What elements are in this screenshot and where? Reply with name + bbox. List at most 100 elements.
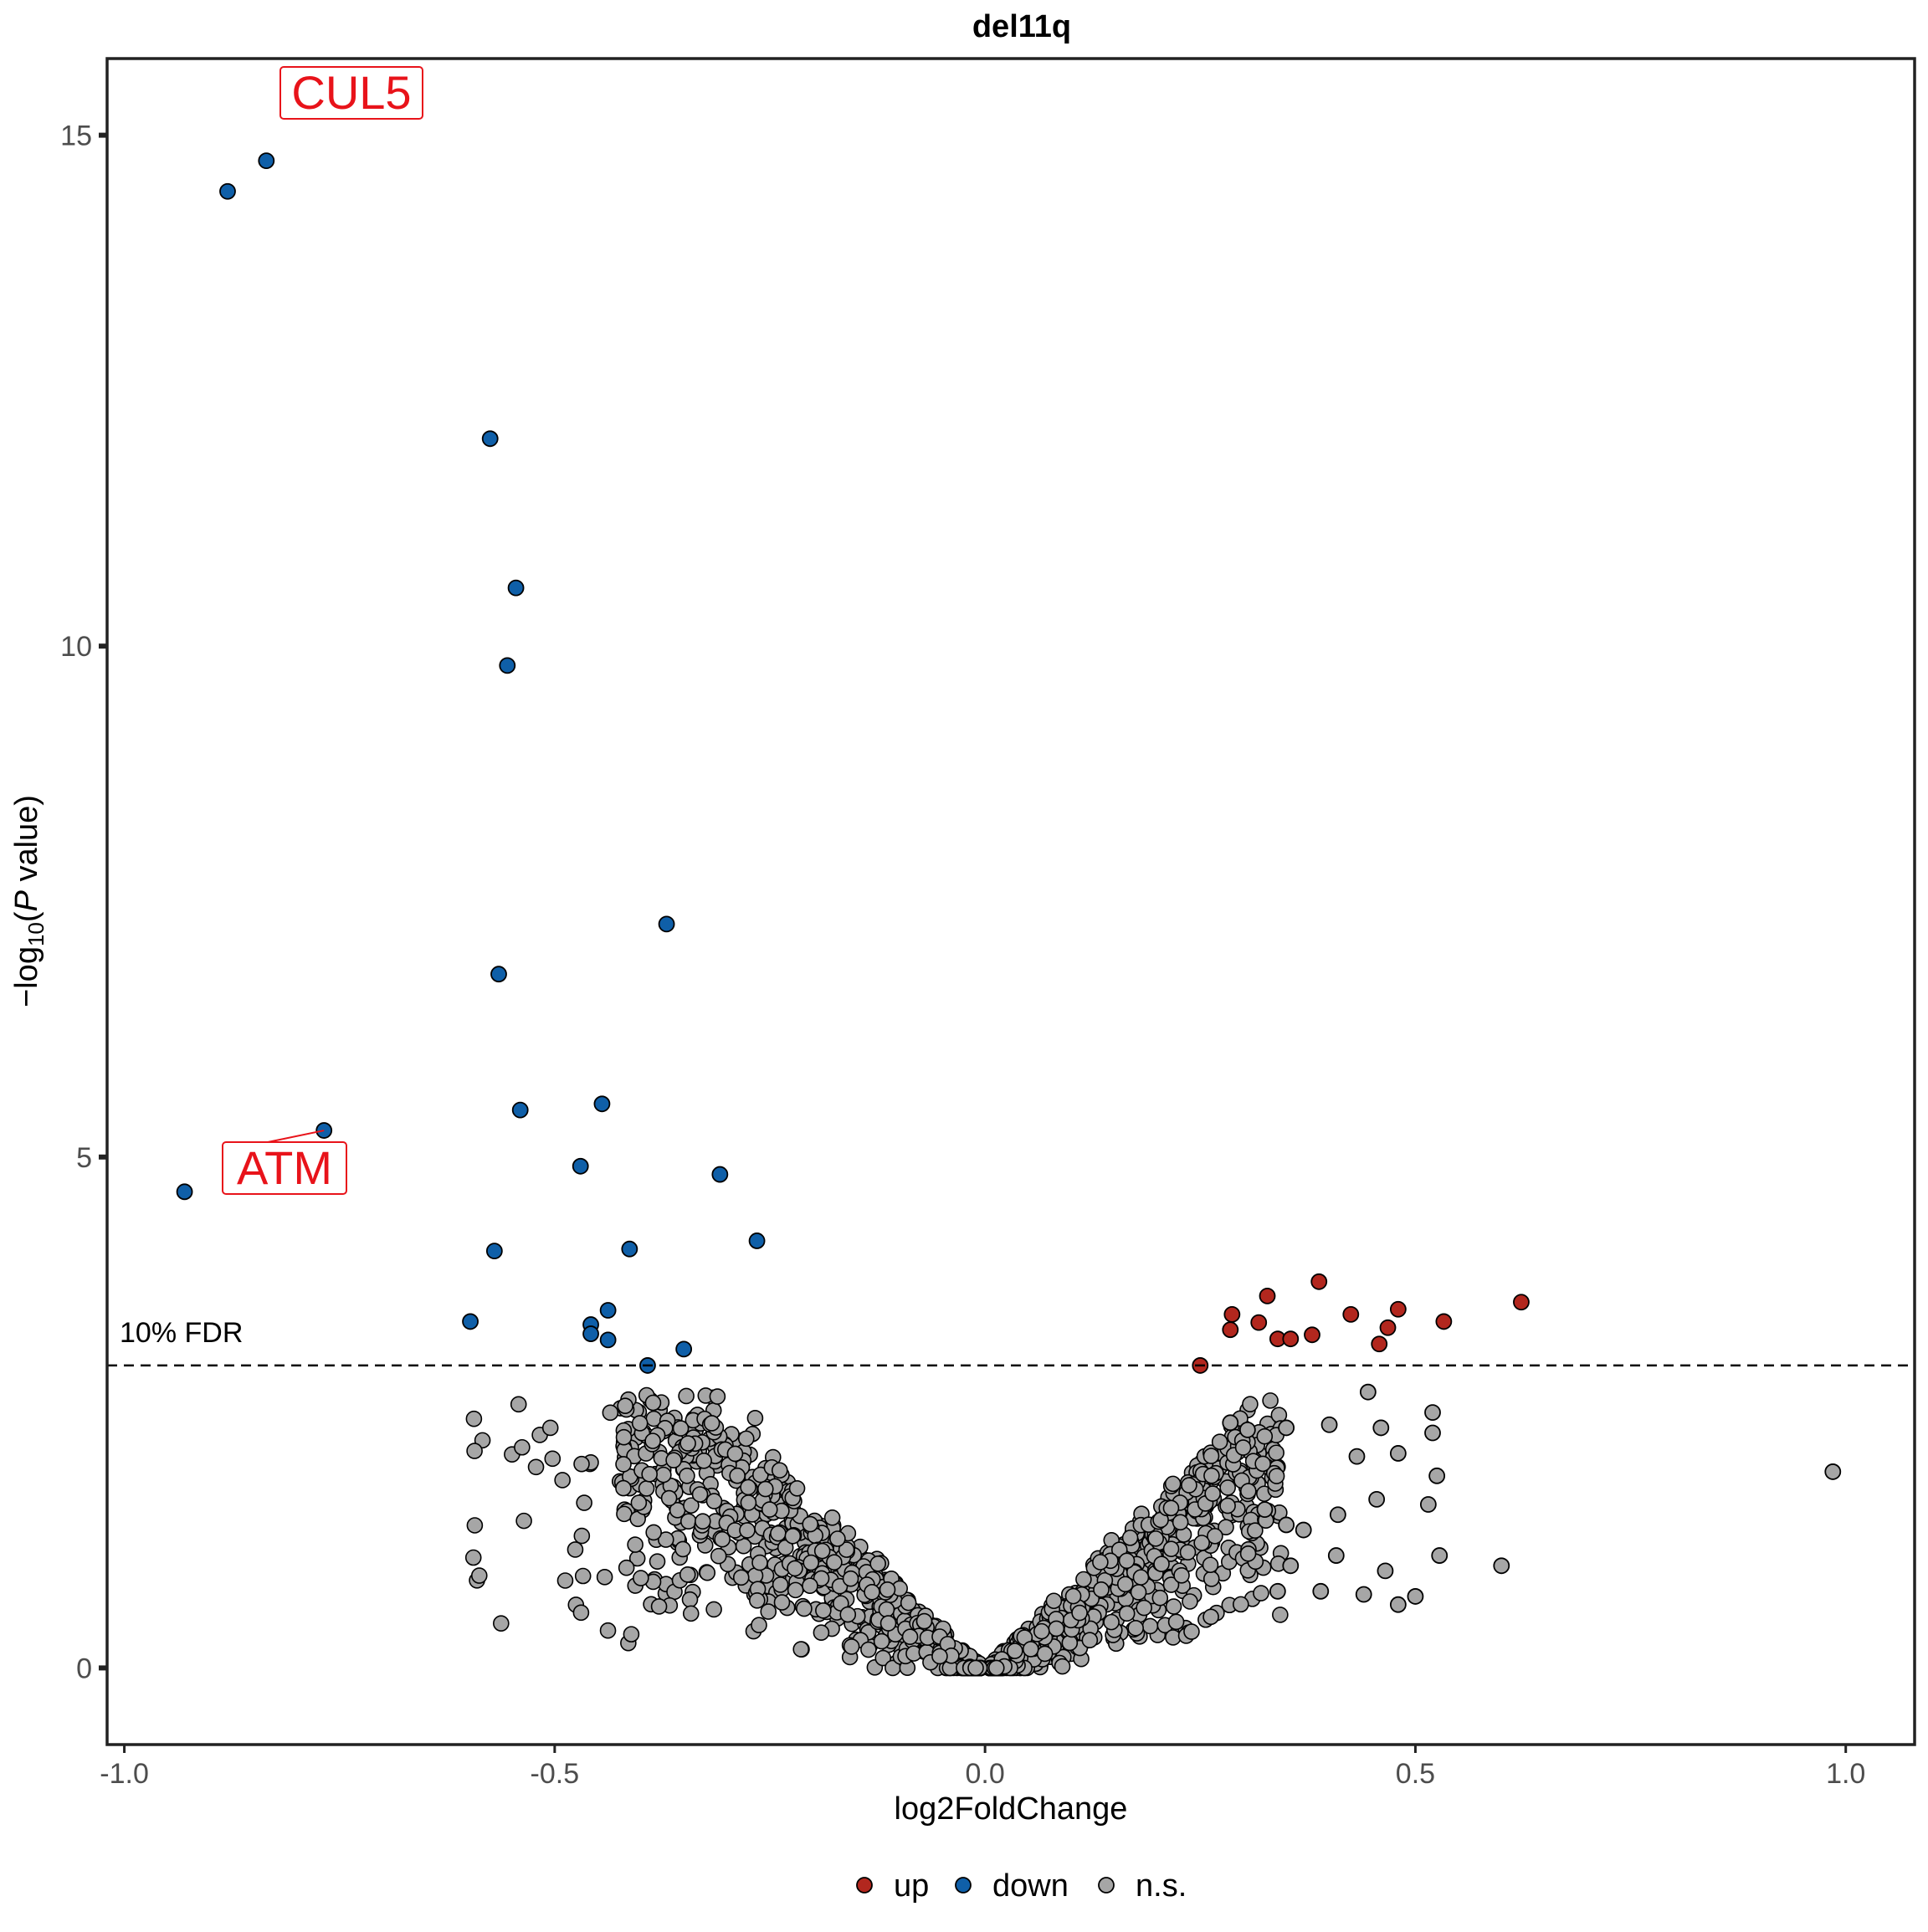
point-ns — [729, 1467, 746, 1484]
point-ns — [1234, 1439, 1252, 1456]
point-ns — [576, 1494, 592, 1511]
point-ns — [1377, 1562, 1394, 1580]
point-ns — [815, 1601, 832, 1619]
point-ns — [1103, 1613, 1120, 1631]
point-ns — [826, 1554, 843, 1571]
point-ns — [777, 1539, 794, 1556]
point-ns — [1022, 1641, 1039, 1658]
point-ns — [874, 1649, 892, 1667]
point-ns — [879, 1581, 896, 1598]
point-ns — [644, 1394, 662, 1412]
point-ns — [544, 1450, 561, 1468]
point-ns — [901, 1628, 919, 1645]
point-ns — [1162, 1499, 1180, 1517]
point-ns — [1419, 1496, 1437, 1513]
point-ns — [703, 1415, 720, 1432]
point-down — [176, 1183, 193, 1201]
point-ns — [829, 1530, 846, 1547]
legend-swatch — [856, 1877, 873, 1894]
point-ns — [1431, 1547, 1449, 1564]
point-up — [1389, 1300, 1407, 1318]
legend-item-up: up — [856, 1868, 929, 1904]
point-ns — [1256, 1427, 1274, 1445]
point-ns — [691, 1486, 709, 1503]
y-axis-label: −log10(P value) — [9, 795, 49, 1007]
point-down — [507, 579, 525, 597]
point-up — [1379, 1319, 1397, 1336]
point-ns — [1389, 1445, 1407, 1462]
point-ns — [1242, 1396, 1259, 1412]
point-ns — [573, 1455, 590, 1473]
point-down — [219, 182, 236, 200]
point-ns — [1219, 1497, 1236, 1514]
point-ns — [869, 1555, 887, 1572]
point-up — [1222, 1321, 1239, 1339]
point-up — [1513, 1294, 1530, 1311]
x-tick-label: 1.0 — [1826, 1758, 1865, 1790]
point-ns — [627, 1536, 644, 1553]
point-ns — [1329, 1506, 1346, 1524]
y-axis-label-italic: P — [9, 889, 44, 911]
point-ns — [1238, 1421, 1256, 1438]
point-down — [481, 430, 499, 448]
point-ns — [1118, 1552, 1136, 1570]
point-ns — [1204, 1485, 1221, 1502]
point-ns — [737, 1430, 755, 1448]
point-ns — [695, 1513, 711, 1530]
point-ns — [1048, 1620, 1065, 1637]
point-ns — [1268, 1444, 1284, 1462]
point-ns — [1153, 1555, 1170, 1572]
point-ns — [1278, 1516, 1295, 1534]
point-ns — [740, 1478, 756, 1496]
point-ns — [679, 1467, 695, 1484]
point-down — [599, 1331, 617, 1349]
point-up — [1310, 1273, 1328, 1290]
point-down — [599, 1302, 617, 1319]
point-ns — [679, 1566, 696, 1583]
gene-label-text: ATM — [237, 1141, 332, 1194]
point-down — [711, 1166, 729, 1183]
legend: up down n.s. — [856, 1868, 1187, 1904]
point-ns — [1081, 1632, 1099, 1649]
point-ns — [748, 1592, 766, 1609]
point-ns — [792, 1641, 810, 1658]
point-ns — [1147, 1530, 1164, 1547]
point-down — [593, 1095, 611, 1113]
point-ns — [739, 1522, 756, 1539]
point-ns — [615, 1428, 633, 1446]
point-ns — [1219, 1479, 1236, 1496]
point-ns — [1368, 1491, 1386, 1508]
point-ns — [1075, 1571, 1092, 1588]
point-ns — [617, 1397, 633, 1414]
point-ns — [1045, 1592, 1063, 1610]
point-ns — [1253, 1585, 1269, 1601]
point-up — [1435, 1313, 1453, 1330]
point-down — [490, 966, 507, 983]
point-ns — [900, 1594, 917, 1612]
point-ns — [751, 1617, 767, 1633]
point-ns — [1211, 1433, 1228, 1450]
point-ns — [838, 1541, 855, 1558]
gene-label-box — [222, 1141, 347, 1195]
point-ns — [1327, 1547, 1345, 1564]
point-ns — [1355, 1586, 1372, 1603]
point-ns — [1239, 1545, 1257, 1562]
point-ns — [1247, 1522, 1264, 1539]
point-ns — [616, 1505, 633, 1523]
point-ns — [699, 1564, 716, 1581]
point-ns — [813, 1624, 830, 1641]
point-ns — [987, 1659, 1005, 1677]
point-ns — [760, 1603, 777, 1620]
ns-points-layer — [464, 1383, 1842, 1677]
point-ns — [1183, 1623, 1200, 1640]
point-ns — [705, 1601, 722, 1618]
point-ns — [514, 1438, 531, 1456]
point-ns — [1165, 1598, 1182, 1615]
y-axis-label-prefix: −log — [9, 946, 44, 1007]
point-down — [572, 1157, 589, 1175]
point-ns — [873, 1632, 890, 1650]
point-ns — [1127, 1620, 1144, 1637]
point-up — [1223, 1305, 1241, 1323]
point-ns — [466, 1443, 483, 1459]
x-tick-label: 0.5 — [1396, 1758, 1435, 1790]
